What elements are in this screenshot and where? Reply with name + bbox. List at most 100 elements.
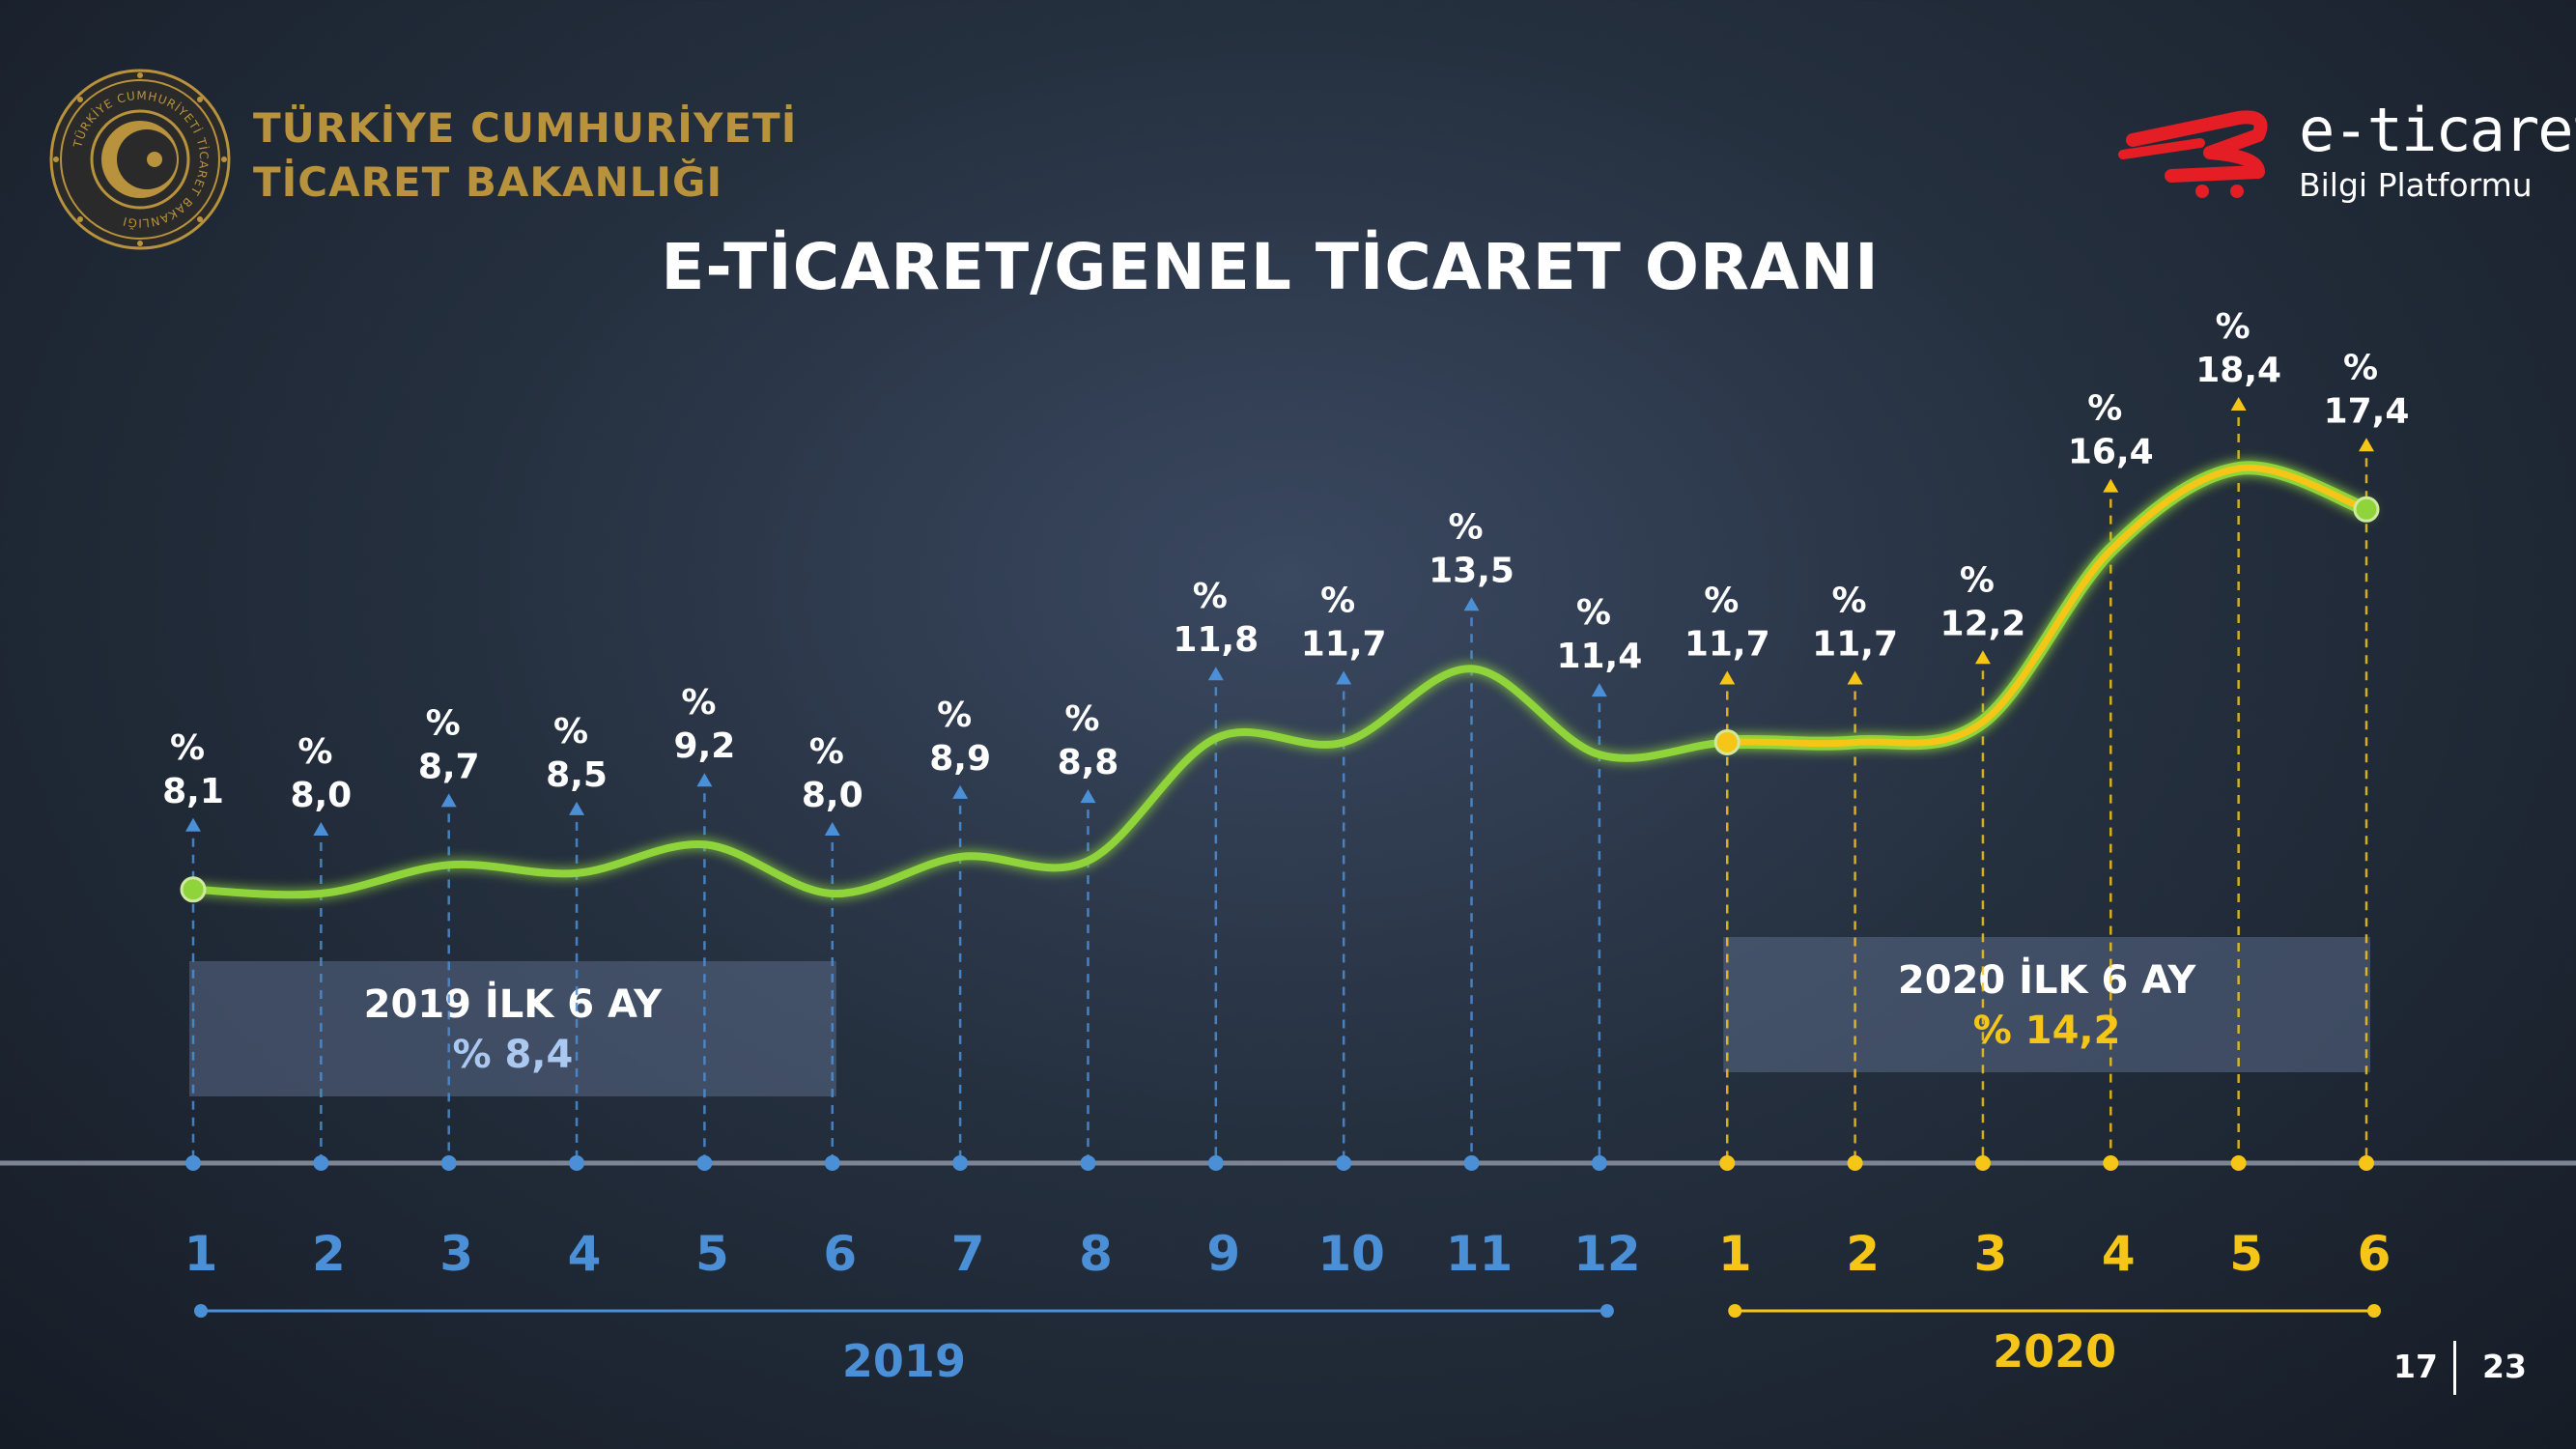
value-label: 11,8 bbox=[1173, 620, 1259, 660]
x-tick-label: 8 bbox=[1079, 1226, 1113, 1282]
baseline-dot bbox=[1080, 1155, 1096, 1171]
value-label: 8,0 bbox=[802, 776, 863, 815]
guide-arrow bbox=[569, 801, 585, 815]
value-label: 11,7 bbox=[1301, 624, 1387, 664]
guide-arrow bbox=[824, 822, 840, 836]
value-label-prefix: % bbox=[937, 696, 972, 735]
value-label: 8,9 bbox=[929, 739, 991, 779]
ministry-name: TÜRKİYE CUMHURİYETİ TİCARET BAKANLIĞI bbox=[253, 101, 797, 210]
e-ticaret-logo-icon bbox=[2118, 110, 2268, 198]
value-label-prefix: % bbox=[426, 703, 461, 743]
baseline-dot bbox=[1336, 1155, 1352, 1171]
value-label-prefix: % bbox=[553, 712, 588, 752]
guide-arrow bbox=[185, 817, 201, 832]
x-tick-label: 9 bbox=[1206, 1226, 1240, 1282]
baseline-dot bbox=[1591, 1155, 1607, 1171]
summary-title-2019: 2019 İLK 6 AY bbox=[364, 980, 663, 1027]
summary-box-2020 bbox=[1723, 937, 2370, 1072]
guide-arrow bbox=[313, 822, 329, 836]
summary-box-2019 bbox=[189, 961, 836, 1096]
value-label: 8,1 bbox=[162, 772, 224, 811]
x-tick-label: 6 bbox=[2358, 1226, 2392, 1282]
baseline-dot bbox=[2359, 1155, 2374, 1171]
baseline-dot bbox=[1974, 1155, 1991, 1171]
summary-value-2019: % 8,4 bbox=[452, 1033, 573, 1077]
guide-arrow bbox=[1463, 597, 1480, 611]
ministry-line1: TÜRKİYE CUMHURİYETİ bbox=[253, 104, 798, 152]
guide-arrow bbox=[1080, 789, 1096, 804]
summary-value-2020: % 14,2 bbox=[1973, 1009, 2121, 1053]
x-tick-label: 6 bbox=[823, 1226, 857, 1282]
baseline-dot bbox=[2230, 1155, 2247, 1171]
year-bracket-start bbox=[194, 1304, 208, 1318]
value-label: 8,7 bbox=[418, 747, 480, 786]
value-label-prefix: % bbox=[1576, 593, 1611, 633]
guide-arrow bbox=[696, 773, 713, 787]
value-label-prefix: % bbox=[809, 732, 844, 772]
baseline-dot bbox=[952, 1155, 969, 1171]
baseline-dot bbox=[1719, 1155, 1736, 1171]
guide-arrow bbox=[1719, 670, 1736, 685]
brand-name: e-ticaret bbox=[2299, 95, 2576, 165]
guide-arrow bbox=[1974, 650, 1991, 665]
value-label: 12,2 bbox=[1940, 604, 2026, 643]
x-tick-label: 10 bbox=[1317, 1226, 1385, 1282]
brand-subtitle: Bilgi Platformu bbox=[2299, 166, 2533, 204]
baseline-dot bbox=[440, 1155, 457, 1171]
x-tick-label: 7 bbox=[951, 1226, 985, 1282]
year-bracket-end bbox=[2367, 1304, 2381, 1318]
x-tick-label: 2 bbox=[1846, 1226, 1880, 1282]
value-label: 11,4 bbox=[1556, 637, 1642, 676]
value-label-prefix: % bbox=[1320, 581, 1355, 620]
x-tick-label: 4 bbox=[2102, 1226, 2136, 1282]
value-label-prefix: % bbox=[1064, 699, 1099, 739]
x-tick-label: 4 bbox=[568, 1226, 602, 1282]
baseline-dot bbox=[569, 1155, 585, 1171]
value-label-prefix: % bbox=[681, 683, 716, 723]
value-label: 16,4 bbox=[2068, 433, 2154, 472]
ministry-line2: TİCARET BAKANLIĞI bbox=[253, 158, 723, 206]
x-tick-label: 11 bbox=[1446, 1226, 1514, 1282]
x-tick-label: 3 bbox=[439, 1226, 473, 1282]
value-label-prefix: % bbox=[1448, 507, 1483, 547]
baseline-dot bbox=[1847, 1155, 1863, 1171]
year-label-2020: 2020 bbox=[1993, 1325, 2116, 1378]
guide-arrow bbox=[1591, 683, 1607, 697]
value-label-prefix: % bbox=[1704, 581, 1739, 620]
value-label-prefix: % bbox=[1193, 577, 1228, 616]
value-label-prefix: % bbox=[2087, 389, 2122, 429]
year-bracket-end bbox=[1599, 1304, 1614, 1318]
year-bracket-start bbox=[1728, 1304, 1742, 1318]
x-tick-label: 5 bbox=[695, 1226, 729, 1282]
guide-arrow bbox=[1847, 670, 1863, 685]
x-tick-label: 1 bbox=[1718, 1226, 1752, 1282]
baseline-dot bbox=[185, 1155, 201, 1171]
year-label-2019: 2019 bbox=[842, 1335, 966, 1387]
series-line-2019 bbox=[189, 665, 1732, 899]
ministry-seal: TÜRKİYE CUMHURİYETİ TİCARET BAKANLIĞI bbox=[49, 69, 231, 250]
value-label-prefix: % bbox=[2216, 307, 2250, 347]
guide-arrow bbox=[1336, 670, 1352, 685]
value-label: 9,2 bbox=[674, 726, 736, 766]
value-label: 8,5 bbox=[546, 755, 608, 795]
value-label-prefix: % bbox=[1960, 560, 1995, 600]
data-point bbox=[180, 876, 207, 903]
baseline-dot bbox=[2103, 1155, 2119, 1171]
x-tick-label: 3 bbox=[1974, 1226, 2008, 1282]
value-label: 8,0 bbox=[290, 776, 352, 815]
value-label: 8,8 bbox=[1058, 743, 1119, 782]
data-point bbox=[2353, 496, 2380, 523]
guide-arrow bbox=[2359, 438, 2374, 452]
summary-title-2020: 2020 İLK 6 AY bbox=[1898, 956, 2196, 1003]
value-label: 11,7 bbox=[1684, 624, 1770, 664]
baseline-dot bbox=[313, 1155, 329, 1171]
guide-arrow bbox=[2230, 397, 2247, 411]
data-point bbox=[1713, 728, 1741, 755]
page-total: 23 bbox=[2482, 1348, 2527, 1385]
x-tick-label: 12 bbox=[1573, 1226, 1641, 1282]
chart-title: E-TİCARET/GENEL TİCARET ORANI bbox=[661, 230, 1880, 304]
guide-arrow bbox=[1207, 667, 1224, 681]
value-label-prefix: % bbox=[2343, 348, 2378, 387]
value-label: 13,5 bbox=[1429, 551, 1514, 590]
